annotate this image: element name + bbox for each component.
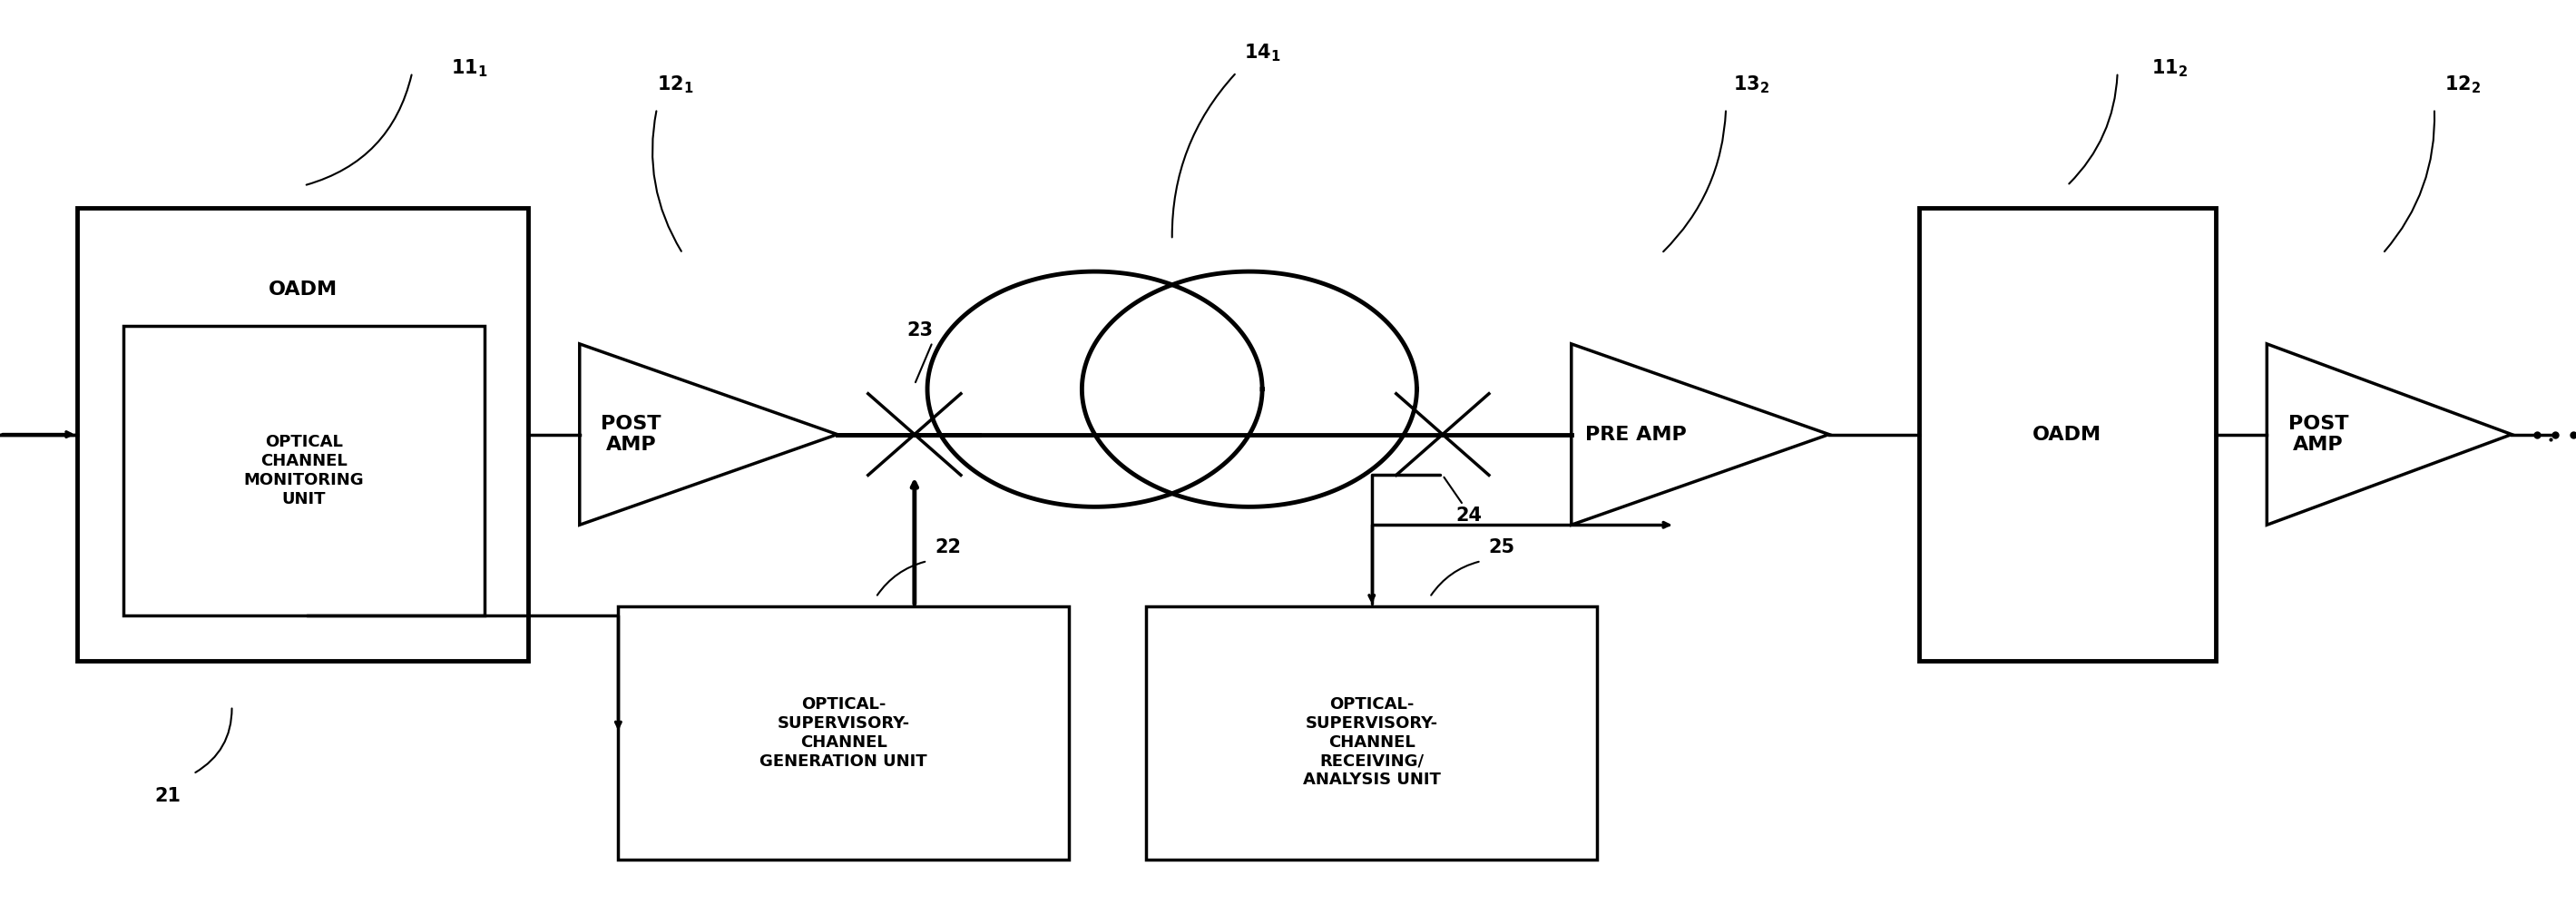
Text: OPTICAL-
SUPERVISORY-
CHANNEL
GENERATION UNIT: OPTICAL- SUPERVISORY- CHANNEL GENERATION… <box>760 697 927 769</box>
Text: PRE AMP: PRE AMP <box>1584 425 1687 443</box>
FancyBboxPatch shape <box>1919 208 2215 661</box>
Text: OADM: OADM <box>2032 425 2102 443</box>
Text: POST
AMP: POST AMP <box>2287 414 2349 454</box>
FancyBboxPatch shape <box>77 208 528 661</box>
Text: OADM: OADM <box>268 281 337 299</box>
Text: 24: 24 <box>1455 507 1481 525</box>
Text: $\mathbf{14_1}$: $\mathbf{14_1}$ <box>1244 42 1280 63</box>
Text: OPTICAL-
SUPERVISORY-
CHANNEL
RECEIVING/
ANALYSIS UNIT: OPTICAL- SUPERVISORY- CHANNEL RECEIVING/… <box>1303 696 1440 788</box>
Text: $\mathbf{12_1}$: $\mathbf{12_1}$ <box>657 73 693 95</box>
Text: $\mathbf{11_2}$: $\mathbf{11_2}$ <box>2151 57 2187 79</box>
Text: POST
AMP: POST AMP <box>600 414 662 454</box>
Text: 23: 23 <box>907 321 933 339</box>
Text: $\mathbf{11_1}$: $\mathbf{11_1}$ <box>451 57 487 79</box>
Text: $\mathbf{13_2}$: $\mathbf{13_2}$ <box>1734 73 1770 95</box>
FancyBboxPatch shape <box>618 606 1069 860</box>
FancyBboxPatch shape <box>124 326 484 615</box>
Text: $\mathbf{12_2}$: $\mathbf{12_2}$ <box>2445 73 2481 95</box>
Text: OPTICAL
CHANNEL
MONITORING
UNIT: OPTICAL CHANNEL MONITORING UNIT <box>245 434 363 507</box>
Text: 25: 25 <box>1489 538 1515 557</box>
Text: 22: 22 <box>935 538 961 557</box>
Text: 21: 21 <box>155 787 180 805</box>
FancyBboxPatch shape <box>1146 606 1597 860</box>
